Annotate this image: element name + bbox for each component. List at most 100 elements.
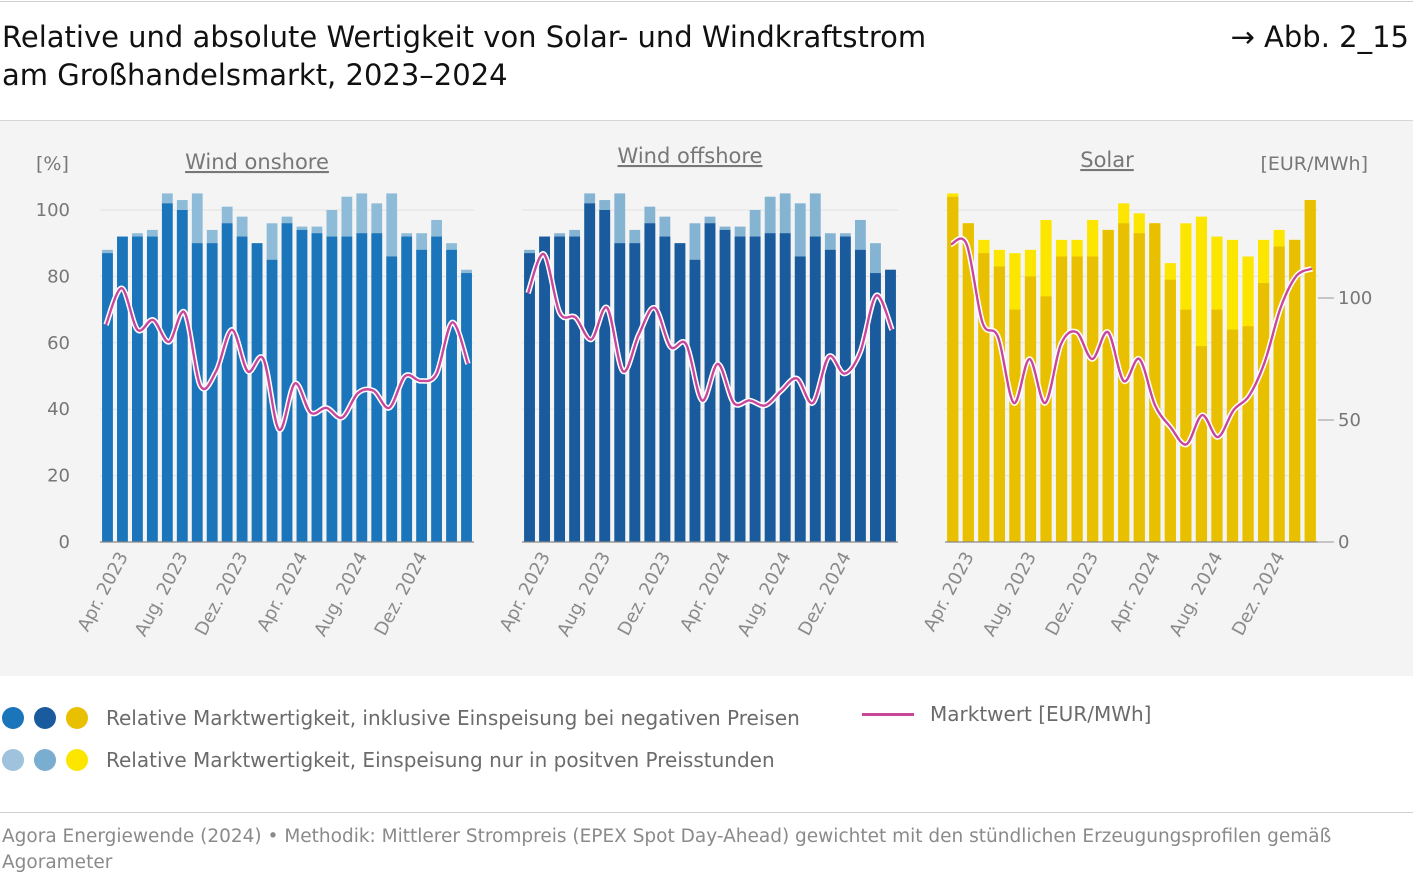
bar-incl-negative (1087, 256, 1099, 542)
bar-incl-negative (644, 223, 656, 542)
bar-incl-negative (539, 236, 550, 542)
bar-incl-negative (1009, 309, 1021, 542)
bar-incl-negative (161, 203, 173, 543)
chart-title: Relative und absolute Wertigkeit von Sol… (2, 18, 926, 94)
bar-incl-negative (102, 253, 113, 542)
left-tick-label: 100 (36, 200, 70, 221)
left-tick-label: 20 (47, 466, 70, 487)
bar-incl-negative (371, 233, 383, 542)
bar-incl-negative (1211, 309, 1223, 542)
bar-incl-negative (1226, 329, 1239, 542)
bar-incl-negative (1289, 239, 1301, 542)
bar-incl-negative (176, 210, 188, 542)
bar-incl-negative (446, 249, 457, 542)
bar-incl-negative (689, 259, 701, 542)
bar-incl-negative (794, 256, 806, 542)
bar-incl-negative (326, 236, 338, 542)
bar-incl-negative (1102, 229, 1114, 543)
bar-incl-negative (1164, 279, 1176, 542)
legend-dot-offshore-pos (34, 749, 56, 771)
legend-label-market: Marktwert [EUR/MWh] (930, 702, 1152, 726)
bar-incl-negative (947, 196, 959, 542)
left-tick-label: 80 (47, 266, 70, 287)
bar-incl-negative (1040, 296, 1052, 542)
x-tick-label: Dez. 2024 (1228, 548, 1290, 639)
bar-incl-negative (978, 253, 990, 542)
legend-dot-solar-pos (66, 749, 88, 771)
bar-incl-negative (1055, 256, 1068, 542)
legend-line-swatch (862, 713, 914, 716)
bar-incl-negative (1024, 276, 1037, 542)
bar-incl-negative (524, 253, 535, 542)
bar-incl-negative (1258, 283, 1270, 542)
x-tick-label: Dez. 2024 (794, 548, 856, 639)
bar-incl-negative (461, 273, 472, 542)
x-tick-label: Dez. 2024 (370, 548, 432, 639)
bar-incl-negative (854, 249, 866, 542)
bar-incl-negative (870, 273, 881, 542)
legend: Relative Marktwertigkeit, inklusive Eins… (0, 700, 1413, 790)
legend-dot-solar-incl (66, 707, 88, 729)
left-axis-unit: [%] (36, 153, 69, 175)
bar-incl-negative (132, 236, 143, 542)
bar-incl-negative (839, 236, 851, 542)
bar-incl-negative (885, 269, 896, 542)
legend-dot-onshore-incl (2, 707, 24, 729)
bar-incl-negative (554, 236, 566, 542)
top-rule (0, 1, 1413, 2)
bar-incl-negative (221, 223, 233, 542)
bar-incl-negative (584, 203, 596, 543)
bar-incl-negative (311, 233, 323, 542)
panel-title: Wind onshore (185, 150, 329, 174)
title-line-2: am Großhandelsmarkt, 2023–2024 (2, 58, 508, 92)
bar-incl-negative (1304, 200, 1316, 542)
bar-incl-negative (809, 236, 821, 542)
market-line-halo (949, 235, 1314, 448)
bar-incl-negative (281, 223, 293, 542)
bar-incl-negative (341, 236, 353, 542)
bar-incl-negative (824, 249, 836, 542)
bar-incl-negative (236, 236, 248, 542)
bar-incl-negative (659, 236, 671, 542)
bar-incl-negative (734, 236, 746, 542)
bar-incl-negative (749, 236, 761, 542)
bar-incl-negative (614, 243, 626, 542)
bar-incl-negative (416, 249, 428, 542)
bar-incl-negative (1149, 223, 1161, 542)
source-note: Agora Energiewende (2024) • Methodik: Mi… (2, 826, 1332, 873)
x-tick-label: Dez. 2023 (614, 548, 676, 639)
bar-incl-negative (629, 243, 641, 542)
left-tick-label: 40 (47, 399, 70, 420)
panel-title: Solar (1080, 148, 1134, 172)
x-tick-label: Apr. 2024 (676, 548, 735, 634)
bar-incl-negative (206, 243, 218, 542)
bar-incl-negative (1242, 326, 1254, 542)
bar-incl-negative (764, 233, 776, 542)
x-tick-label: Aug. 2023 (553, 548, 615, 639)
figure-reference: → Abb. 2_15 (1230, 20, 1409, 54)
x-tick-label: Apr. 2023 (74, 548, 133, 634)
bar-incl-negative (569, 236, 581, 542)
panel-2: Solar Apr. 2023 Aug. 2023 Dez. 2023 Apr. 202… (919, 148, 1318, 640)
bar-incl-negative (117, 236, 128, 542)
x-tick-label: Aug. 2024 (310, 548, 372, 639)
bar-incl-negative (993, 266, 1005, 542)
x-tick-label: Dez. 2023 (191, 548, 253, 639)
bar-incl-negative (431, 236, 442, 542)
bar-incl-negative (251, 243, 263, 542)
legend-row-incl: Relative Marktwertigkeit, inklusive Eins… (0, 703, 800, 733)
x-tick-label: Apr. 2024 (1106, 548, 1165, 634)
legend-dot-offshore-incl (34, 707, 56, 729)
legend-row-pos: Relative Marktwertigkeit, Einspeisung nu… (0, 745, 775, 775)
x-tick-label: Dez. 2023 (1041, 548, 1103, 639)
legend-label-pos: Relative Marktwertigkeit, Einspeisung nu… (106, 748, 775, 772)
left-tick-label: 0 (59, 532, 70, 553)
x-tick-label: Apr. 2023 (919, 548, 978, 634)
x-tick-label: Aug. 2024 (734, 548, 796, 639)
right-tick-label: 50 (1338, 410, 1361, 431)
market-value-line (526, 252, 894, 407)
footer-rule (0, 812, 1413, 813)
x-tick-label: Aug. 2024 (1165, 548, 1227, 639)
